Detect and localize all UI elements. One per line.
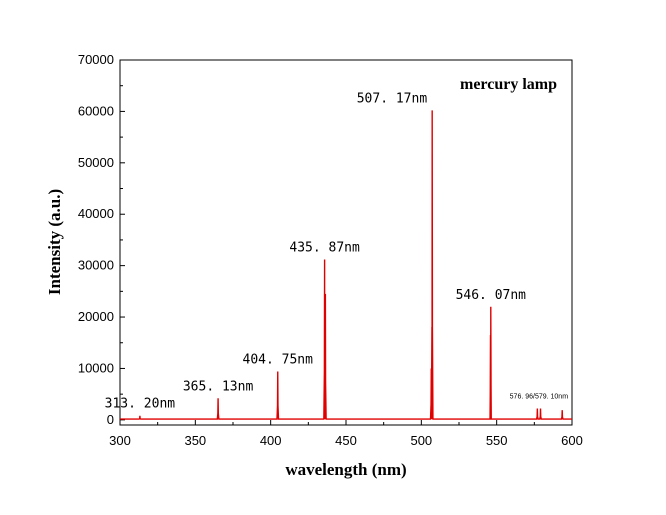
x-tick-label: 450	[335, 433, 357, 448]
x-tick-label: 500	[410, 433, 432, 448]
x-tick-label: 400	[260, 433, 282, 448]
peak-label: 365. 13nm	[183, 379, 254, 394]
y-tick-label: 60000	[78, 103, 114, 118]
peak-label: 404. 75nm	[243, 353, 314, 368]
peak-annotations: 313. 20nm 365. 13nm 404. 75nm 435. 87nm 507.…	[105, 91, 569, 411]
y-tick-label: 70000	[78, 52, 114, 67]
peak-label: 313. 20nm	[105, 397, 176, 412]
x-tick-label: 300	[109, 433, 131, 448]
y-axis-title: Intensity (a.u.)	[45, 189, 64, 295]
y-tick-label: 40000	[78, 206, 114, 221]
y-axis-ticks: 0 10000 20000 30000 40000 50000 60000 70000	[78, 52, 125, 427]
x-tick-label: 350	[184, 433, 206, 448]
x-tick-label: 600	[561, 433, 583, 448]
peak-label: 546. 07nm	[456, 288, 527, 303]
y-tick-label: 10000	[78, 360, 114, 375]
x-axis-ticks: 300 350 400 450 500 550 600	[109, 420, 583, 448]
y-tick-label: 0	[107, 412, 114, 427]
peak-label: 576. 96/579. 10nm	[510, 394, 569, 401]
peak-label: 435. 87nm	[289, 240, 360, 255]
x-tick-label: 550	[486, 433, 508, 448]
y-tick-label: 20000	[78, 309, 114, 324]
y-tick-label: 30000	[78, 258, 114, 273]
peak-label: 507. 17nm	[357, 91, 428, 106]
legend-text: mercury lamp	[460, 76, 557, 93]
y-tick-label: 50000	[78, 155, 114, 170]
spectrum-line	[120, 110, 572, 420]
x-axis-title: wavelength (nm)	[285, 460, 406, 479]
